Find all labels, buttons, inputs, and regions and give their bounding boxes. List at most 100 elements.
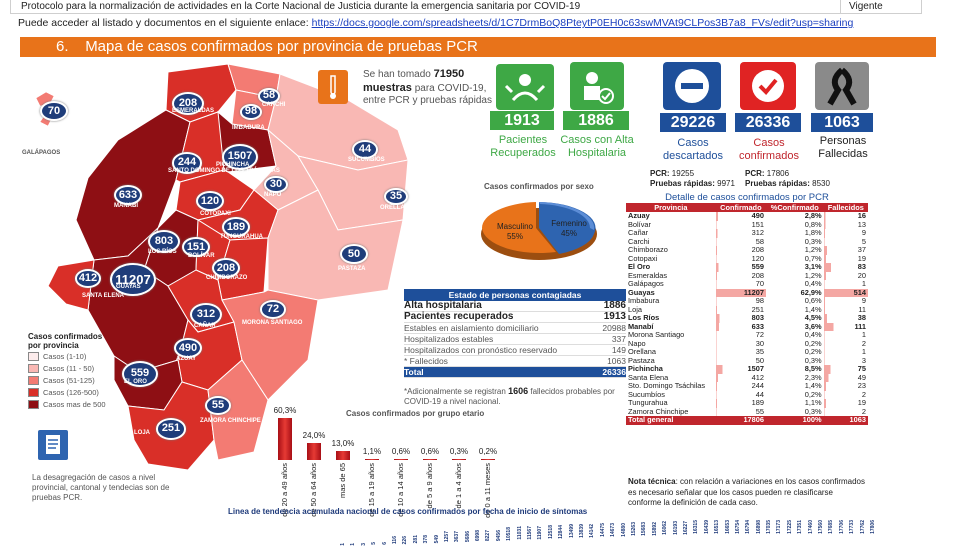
trend-title: Linea de tendencia acumulada nacional de…	[228, 507, 588, 516]
status-row: Estables en aislamiento domiciliario 2098…	[404, 323, 626, 334]
protocol-header: Protocolo para la normalización de activ…	[10, 0, 922, 14]
legend-label: Casos (51-125)	[43, 375, 95, 385]
table-cell: 0,7%	[804, 253, 822, 263]
table-cell: 1,8%	[804, 228, 822, 238]
table-cell: Napo	[628, 338, 646, 348]
status-label: Pacientes recuperados	[404, 311, 514, 322]
trend-value: 17762	[859, 520, 866, 534]
table-cell: 1	[823, 331, 868, 340]
table-cell: 83	[823, 263, 868, 272]
masculino-name: Masculino	[496, 222, 533, 231]
trend-value: 13839	[579, 524, 586, 538]
table-cell: Tungurahua	[628, 398, 668, 408]
pie-slice-masculino	[481, 202, 556, 254]
status-total-label: Total	[404, 367, 424, 377]
age-category-label: de 5 a 9 años	[425, 463, 434, 509]
section-title: Mapa de casos confirmados por provincia …	[85, 38, 478, 55]
table-row: Pastaza 50 0,3% 3	[626, 355, 868, 365]
table-cell: Bolívar	[628, 219, 652, 229]
table-cell: Pastaza	[628, 355, 655, 365]
map-bubble-zamora-chinchipe: 55	[205, 396, 231, 415]
table-cell: 120	[715, 254, 766, 263]
link-prefix: Puede acceder al listado y documentos en…	[18, 17, 309, 29]
map-bubble-guayas: 11207	[110, 263, 156, 297]
table-cell: 98	[715, 297, 766, 306]
status-value: 1063	[607, 356, 626, 366]
status-label: Hospitalizados estables	[404, 334, 494, 344]
table-row: El Oro 559 3,1% 83	[626, 263, 868, 272]
map-bubble-ca-ar: 312	[190, 303, 222, 327]
femenino-pct: 45%	[560, 229, 577, 238]
trend-value: 16794	[745, 520, 752, 534]
table-cell: 1,2%	[804, 270, 822, 280]
table-cell: Morona Santiago	[628, 330, 685, 340]
recovered-label: Pacientes Recuperados	[490, 134, 556, 159]
map-label: CAÑAR	[194, 323, 216, 329]
map-label: ESMERALDAS	[172, 108, 215, 114]
legend-item: Casos (126-500)	[28, 386, 106, 398]
age-bar-label: 60,3%	[273, 406, 297, 415]
table-cell: 9	[823, 229, 868, 238]
table-cell: 0,2%	[804, 347, 822, 357]
legend-note: La desagregación de casos a nivel provin…	[32, 473, 170, 502]
legend-item: Casos (51-125)	[28, 374, 106, 386]
table-cell: Total general	[626, 416, 716, 425]
trend-value: 13499	[568, 524, 575, 539]
table-cell: 58	[715, 237, 766, 246]
table-cell: Guayas	[628, 287, 655, 297]
recovered-icon	[496, 64, 554, 110]
table-row: Tungurahua 189 1,1% 19	[626, 399, 868, 408]
table-cell: 62,9%	[800, 287, 822, 297]
table-cell: 4,5%	[804, 313, 822, 323]
age-bar	[336, 450, 350, 460]
table-cell: 251	[715, 305, 766, 314]
table-cell: Imbabura	[628, 296, 660, 306]
map-bubble-napo: 30	[264, 176, 288, 194]
map-bubble-imbabura: 98	[240, 104, 262, 120]
table-cell: 111	[823, 322, 868, 331]
table-row: Pichincha 1507 8,5% 75	[626, 365, 868, 374]
trend-value: 3	[360, 542, 367, 546]
spreadsheet-link[interactable]: https://docs.google.com/spreadsheets/d/1…	[311, 17, 854, 29]
trend-value: 14673	[610, 523, 617, 537]
morona-santiago-shape	[221, 289, 319, 401]
table-cell: 55	[715, 407, 766, 416]
trend-value: 14475	[599, 523, 606, 538]
table-row: Cañar 312 1,8% 9	[626, 229, 868, 238]
mourning-ribbon-icon	[815, 62, 869, 110]
table-cell: 0,8%	[804, 219, 822, 229]
note-a: *Adicionalmente se registran	[404, 387, 506, 396]
column-header: Fallecidos	[823, 203, 868, 212]
map-label: GALÁPAGOS	[22, 150, 61, 156]
table-row: Carchi 58 0,3% 5	[626, 237, 868, 246]
trend-value: 17706	[838, 520, 845, 534]
table-cell: 19	[823, 254, 868, 263]
trend-value: 5686	[464, 530, 471, 542]
status-total-row: Total 26336	[404, 367, 626, 378]
status-value: 20988	[602, 323, 626, 333]
age-bar	[452, 459, 466, 460]
map-label: CHIMBORAZO	[206, 275, 248, 281]
table-row: Zamora Chinchipe 55 0,3% 2	[626, 407, 868, 416]
table-cell: 11	[823, 305, 868, 314]
table-cell: 0,3%	[804, 355, 822, 365]
masculino-pct: 55%	[506, 232, 523, 241]
trend-value: 1	[350, 542, 357, 546]
table-cell: 2	[823, 339, 868, 348]
map-label: NAPO	[264, 192, 282, 198]
table-cell: 1,4%	[804, 304, 822, 314]
table-cell: Pichincha	[628, 364, 663, 374]
table-cell: 0,4%	[804, 330, 822, 340]
discarded-breakdown: PCR: 19255 Pruebas rápidas: 9971	[650, 169, 735, 189]
trend-value: 5	[371, 542, 378, 545]
table-cell: 2	[823, 390, 868, 399]
map-label: ZAMORA CHINCHIPE	[200, 418, 261, 424]
status-label: Hospitalizados con pronóstico reservado	[404, 345, 558, 355]
trend-value: 17560	[818, 520, 825, 534]
age-bar	[423, 459, 437, 460]
status-row: Hospitalizados con pronóstico reservado 1…	[404, 345, 626, 356]
table-cell: 559	[715, 263, 766, 272]
table-cell: 37	[823, 246, 868, 255]
table-cell: 1063	[823, 416, 868, 425]
trend-value: 17685	[828, 520, 835, 534]
